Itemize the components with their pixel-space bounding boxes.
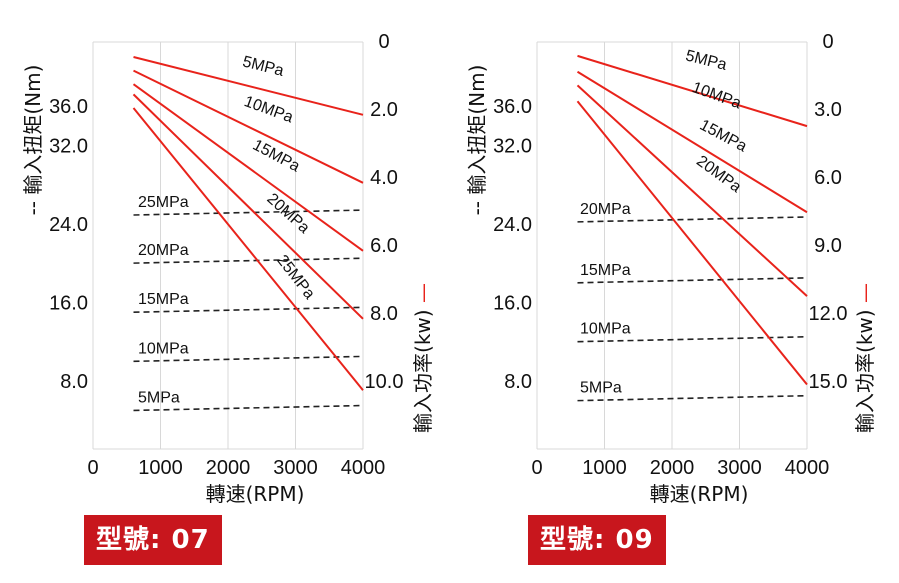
y-right-tick-label: 0 bbox=[378, 31, 389, 53]
model-badge-separator: : bbox=[150, 525, 162, 555]
torque-marker: -- bbox=[465, 195, 489, 216]
x-tick-label: 0 bbox=[87, 457, 98, 479]
torque-line-15MPa bbox=[133, 306, 364, 314]
y-left-tick-label: 36.0 bbox=[493, 96, 532, 118]
power-label-5MPa: 5MPa bbox=[684, 47, 729, 74]
y-left-tick-label: 36.0 bbox=[49, 96, 88, 118]
x-tick-label: 1000 bbox=[582, 457, 627, 479]
y-right-tick-label: 0 bbox=[822, 31, 833, 53]
y-right-tick-label: 10.0 bbox=[365, 371, 404, 393]
y-left-tick-label: 24.0 bbox=[49, 214, 88, 236]
y-left-tick-label: 16.0 bbox=[493, 292, 532, 314]
power-label-10MPa: 10MPa bbox=[242, 93, 296, 126]
y-left-axis-text: 輸入扭矩(Nm) bbox=[21, 65, 45, 195]
y-right-tick-label: 9.0 bbox=[814, 235, 842, 257]
power-line-20MPa bbox=[576, 100, 808, 386]
x-tick-label: 1000 bbox=[138, 457, 183, 479]
power-marker: — bbox=[411, 283, 435, 303]
y-left-axis-title: -- 輸入扭矩(Nm) bbox=[465, 65, 489, 216]
y-right-tick-label: 8.0 bbox=[370, 303, 398, 325]
power-line-20MPa bbox=[132, 93, 364, 320]
x-tick-label: 3000 bbox=[273, 457, 318, 479]
x-tick-label: 2000 bbox=[650, 457, 695, 479]
torque-label-20MPa: 20MPa bbox=[580, 201, 631, 218]
x-axis-label: 轉速(RPM) bbox=[650, 482, 749, 506]
torque-line-5MPa bbox=[133, 404, 364, 412]
power-line-5MPa bbox=[577, 54, 808, 128]
chart-panel-09: 0 1000 2000 3000 4000 轉速(RPM) 8.0 16.0 24.0 32.0 3… bbox=[465, 31, 877, 506]
model-badge-07: 型號: 07 bbox=[84, 515, 222, 565]
y-left-tick-label: 32.0 bbox=[49, 135, 88, 157]
y-left-tick-label: 32.0 bbox=[493, 135, 532, 157]
y-right-tick-label: 2.0 bbox=[370, 99, 398, 121]
y-right-tick-label: 12.0 bbox=[809, 303, 848, 325]
power-marker: — bbox=[853, 283, 877, 303]
y-right-tick-label: 4.0 bbox=[370, 167, 398, 189]
power-line-15MPa bbox=[132, 83, 364, 252]
x-tick-label: 0 bbox=[531, 457, 542, 479]
model-badge-prefix: 型號 bbox=[96, 525, 151, 555]
y-right-axis-text: 輸入功率(kw) bbox=[853, 303, 877, 433]
y-right-tick-label: 15.0 bbox=[809, 371, 848, 393]
x-tick-label: 2000 bbox=[206, 457, 251, 479]
y-left-axis-text: 輸入扭矩(Nm) bbox=[465, 65, 489, 195]
torque-line-20MPa bbox=[133, 257, 364, 264]
power-line-10MPa bbox=[576, 70, 808, 214]
y-left-tick-label: 8.0 bbox=[60, 371, 88, 393]
torque-line-15MPa bbox=[577, 277, 808, 284]
torque-label-15MPa: 15MPa bbox=[138, 291, 189, 308]
power-line-10MPa bbox=[133, 69, 364, 184]
power-line-5MPa bbox=[133, 56, 364, 116]
torque-label-10MPa: 10MPa bbox=[580, 321, 631, 338]
y-left-tick-label: 8.0 bbox=[504, 371, 532, 393]
power-label-15MPa: 15MPa bbox=[250, 137, 303, 176]
model-badge-value: 09 bbox=[615, 525, 654, 555]
power-line-15MPa bbox=[576, 84, 808, 297]
y-right-axis-text: 輸入功率(kw) bbox=[411, 303, 435, 433]
torque-label-25MPa: 25MPa bbox=[138, 194, 189, 211]
y-right-axis-title: 輸入功率(kw) — bbox=[853, 283, 877, 433]
x-tick-label: 3000 bbox=[717, 457, 762, 479]
power-label-10MPa: 10MPa bbox=[690, 79, 744, 112]
torque-line-5MPa bbox=[577, 394, 808, 402]
x-tick-label: 4000 bbox=[341, 457, 386, 479]
torque-label-10MPa: 10MPa bbox=[138, 340, 189, 357]
torque-line-10MPa bbox=[133, 355, 364, 363]
y-right-axis-title: 輸入功率(kw) — bbox=[411, 283, 435, 433]
torque-label-20MPa: 20MPa bbox=[138, 242, 189, 259]
torque-label-5MPa: 5MPa bbox=[138, 389, 180, 406]
power-label-5MPa: 5MPa bbox=[241, 53, 286, 80]
y-left-tick-label: 24.0 bbox=[493, 214, 532, 236]
y-right-tick-label: 3.0 bbox=[814, 99, 842, 121]
chart-panel-07: 0 1000 2000 3000 4000 轉速(RPM) 8.0 16.0 24.0 32.0 3… bbox=[21, 31, 435, 506]
torque-line-25MPa bbox=[133, 209, 364, 216]
y-right-tick-label: 6.0 bbox=[814, 167, 842, 189]
torque-marker: -- bbox=[21, 195, 45, 216]
x-tick-label: 4000 bbox=[785, 457, 830, 479]
model-badge-value: 07 bbox=[171, 525, 210, 555]
torque-label-5MPa: 5MPa bbox=[580, 380, 622, 397]
x-axis-label: 轉速(RPM) bbox=[206, 482, 305, 506]
torque-line-20MPa bbox=[577, 216, 808, 223]
y-left-tick-label: 16.0 bbox=[49, 292, 88, 314]
model-badge-prefix: 型號 bbox=[540, 525, 595, 555]
power-line-25MPa bbox=[132, 107, 364, 391]
model-badge-09: 型號: 09 bbox=[528, 515, 666, 565]
y-right-tick-label: 6.0 bbox=[370, 235, 398, 257]
y-left-axis-title: -- 輸入扭矩(Nm) bbox=[21, 65, 45, 216]
torque-label-15MPa: 15MPa bbox=[580, 262, 631, 279]
model-badge-separator: : bbox=[594, 525, 606, 555]
